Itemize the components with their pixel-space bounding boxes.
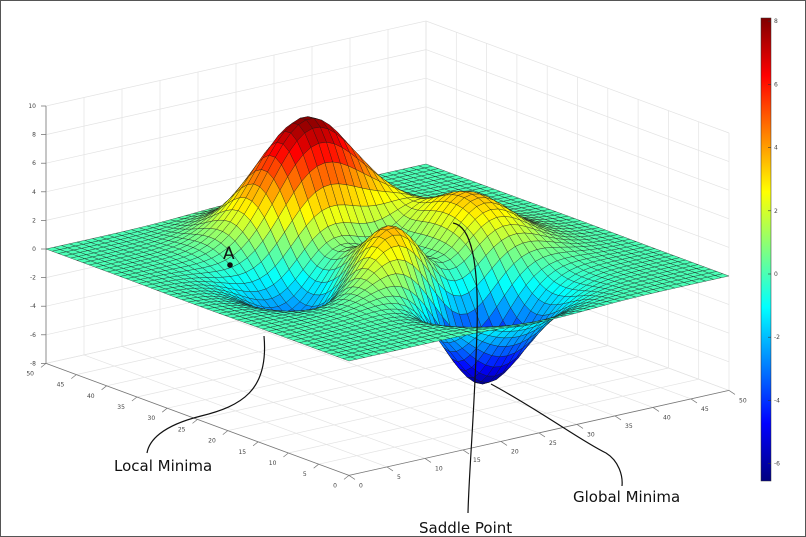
y-tick-mark xyxy=(161,407,168,413)
local-minima-leader xyxy=(146,335,266,454)
y-tick-mark xyxy=(192,419,198,424)
annotations: A Local Minima Saddle Point Global Minim… xyxy=(114,222,680,537)
colorbar-tick-label: 0 xyxy=(774,271,778,278)
x-tick-mark xyxy=(462,449,470,455)
y-tick-mark xyxy=(313,463,319,469)
x-tick-label: 50 xyxy=(739,397,747,404)
z-tick-label: 6 xyxy=(32,160,36,167)
y-tick-label: 35 xyxy=(117,404,125,411)
y-tick-mark xyxy=(131,396,138,402)
point-a-label: A xyxy=(223,244,235,264)
surface-mesh xyxy=(45,116,730,385)
y-tick-label: 30 xyxy=(148,415,156,422)
y-tick-mark xyxy=(283,452,289,458)
point-a-marker xyxy=(227,262,233,268)
wall-grid-line xyxy=(45,106,730,220)
global-minima-leader xyxy=(490,383,623,487)
colorbar: 8 6 4 2 0 -2 -4 -6 xyxy=(760,17,780,482)
x-tick-label: 35 xyxy=(625,423,633,430)
saddle-point-leader xyxy=(452,222,478,514)
z-tick-label: 2 xyxy=(32,217,36,224)
colorbar-tick-label: 6 xyxy=(774,81,778,88)
y-tick-label: 5 xyxy=(303,471,307,478)
z-tick-label: -2 xyxy=(30,275,36,282)
x-tick-label: 40 xyxy=(663,414,671,421)
wall-grid-line xyxy=(45,77,730,191)
x-tick-mark xyxy=(500,441,508,446)
x-tick-mark xyxy=(614,415,622,421)
y-tick-label: 25 xyxy=(178,426,186,433)
x-tick-mark xyxy=(690,398,698,404)
y-tick-label: 45 xyxy=(57,382,65,389)
colorbar-tick-label: -6 xyxy=(774,461,780,468)
z-tick-label: 10 xyxy=(28,103,36,110)
local-minima-label: Local Minima xyxy=(114,457,212,475)
y-tick-label: 50 xyxy=(26,370,34,377)
y-tick-label: 40 xyxy=(87,393,95,400)
z-tick-label: 4 xyxy=(32,189,36,196)
y-tick-mark xyxy=(101,385,107,391)
x-tick-label: 20 xyxy=(511,448,519,455)
x-tick-mark xyxy=(728,390,736,395)
z-tick-label: -8 xyxy=(30,360,36,367)
y-tick-mark xyxy=(222,430,229,435)
x-tick-label: 25 xyxy=(549,440,557,447)
x-tick-label: 45 xyxy=(701,406,709,413)
y-tick-mark xyxy=(252,441,259,447)
x-tick-mark xyxy=(424,458,432,463)
x-tick-label: 0 xyxy=(359,482,363,489)
x-tick-mark xyxy=(652,407,660,412)
colorbar-gradient xyxy=(760,17,772,482)
surface-patch xyxy=(342,356,358,362)
y-tick-mark xyxy=(71,374,77,379)
colorbar-tick-label: -4 xyxy=(774,397,780,404)
y-tick-mark xyxy=(343,475,350,480)
z-tick-label: -6 xyxy=(30,332,36,339)
x-tick-label: 5 xyxy=(397,474,401,481)
global-minima-label: Global Minima xyxy=(573,488,680,506)
colorbar-tick-label: 2 xyxy=(774,208,778,215)
wall-grid-line xyxy=(45,49,730,162)
x-tick-mark xyxy=(348,475,356,480)
x-tick-label: 30 xyxy=(587,431,595,438)
y-tick-label: 0 xyxy=(333,482,337,489)
wall-grid-line xyxy=(45,20,730,134)
wall-grid-line xyxy=(45,135,730,248)
x-tick-label: 15 xyxy=(473,457,481,464)
y-tick-label: 20 xyxy=(208,438,216,445)
colorbar-tick-label: 4 xyxy=(774,145,778,152)
colorbar-tick-label: -2 xyxy=(774,334,780,341)
z-tick-label: 8 xyxy=(32,132,36,139)
saddle-point-label: Saddle Point xyxy=(419,519,512,537)
y-tick-mark xyxy=(40,363,47,368)
y-tick-label: 15 xyxy=(238,449,246,456)
colorbar-tick-label: 8 xyxy=(774,18,778,25)
x-tick-mark xyxy=(576,424,584,429)
x-tick-mark xyxy=(538,432,546,438)
y-tick-label: 10 xyxy=(269,460,277,467)
z-tick-label: 0 xyxy=(32,246,36,253)
z-tick-label: -4 xyxy=(30,303,36,310)
x-tick-label: 10 xyxy=(435,465,443,472)
x-tick-mark xyxy=(386,466,394,472)
